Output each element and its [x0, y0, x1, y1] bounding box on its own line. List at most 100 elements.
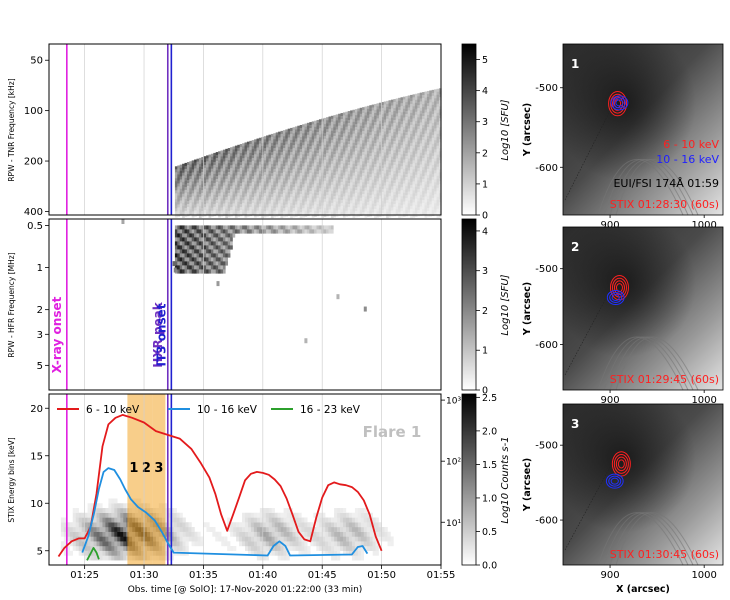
x-tick-label: 01:45 — [308, 570, 337, 581]
red-contour — [609, 275, 629, 301]
image-y-tick-label: -600 — [535, 163, 558, 174]
stix-y-ticks: 5 10 15 20 — [30, 404, 49, 557]
stix-x-ticks: 01:25 01:30 01:35 01:40 01:45 01:50 01:55 — [70, 565, 455, 581]
y-tick-label: 200 — [24, 157, 43, 168]
colorbar-tick-label: 4 — [482, 226, 488, 237]
interval-1 — [127, 394, 141, 565]
stix-lightcurves — [57, 413, 383, 561]
colorbar-tick-label: 4 — [482, 86, 488, 97]
colorbar-tick-label: 3 — [482, 266, 488, 277]
image-legend-label: 6 - 10 keV — [663, 138, 719, 151]
stix-event-lines — [66, 394, 173, 565]
red-contour — [613, 280, 625, 295]
colorbar-tick-label: 5 — [482, 55, 488, 66]
red-contour — [615, 456, 627, 472]
hfr-spectrogram — [121, 219, 367, 344]
image-y-tick-label: -500 — [535, 441, 558, 452]
panel-number: 3 — [571, 417, 579, 431]
interval-2 — [140, 394, 153, 565]
blue-contour — [605, 473, 624, 489]
blue-contour — [610, 477, 619, 485]
colorbar-tick-label: 2.5 — [482, 393, 497, 404]
y-tick-label: 50 — [30, 56, 43, 67]
stix-xlabel: Obs. time [@ SolO]: 17-Nov-2020 01:22:00… — [128, 585, 363, 595]
x-tick-label: 01:25 — [70, 570, 99, 581]
image-y-tick-label: -500 — [535, 264, 558, 275]
series-line-0 — [57, 413, 383, 558]
colorbar-tick-label: 1.0 — [482, 493, 497, 504]
blue-contour — [611, 294, 620, 302]
hfr-ylabel: RPW - HFR Frequency [MHz] — [7, 252, 16, 357]
tnr-event-lines — [66, 44, 173, 215]
tnr-colorbar-ticks: 0 1 2 3 4 5 — [476, 55, 488, 222]
colorbar-tick-label: 1 — [482, 179, 488, 190]
colorbar-tick-label: 2 — [482, 306, 488, 317]
stix-caption: STIX 01:28:30 (60s) — [610, 198, 719, 211]
colorbar-tick-label: 0.5 — [482, 527, 497, 538]
y-tick-label: 10 — [30, 499, 43, 510]
colorbar-tick-label: 0 — [482, 211, 488, 222]
right-axis-tick-label: 10² — [446, 458, 461, 468]
blue-contour — [609, 292, 623, 304]
hfr-gridlines — [84, 219, 442, 390]
image-y-tick-label: -600 — [535, 516, 558, 527]
series-line-2 — [86, 547, 100, 561]
tnr-ylabel: RPW - TNR Frequency [kHz] — [7, 78, 16, 181]
colorbar-tick-label: 1 — [482, 346, 488, 357]
stix-right-axis-label: Log10 Counts s-1 — [500, 436, 511, 523]
colorbar-tick-label: 3 — [482, 117, 488, 128]
hfr-colorbar — [461, 218, 477, 391]
red-contour — [608, 91, 628, 117]
stix-ylabel: STIX Energy bins [keV] — [7, 437, 16, 522]
colorbar-tick-label: 1.5 — [482, 460, 497, 471]
y-tick-label: 20 — [30, 404, 43, 415]
stix-colorbar-ticks: 0.0 0.5 1.0 1.5 2.0 2.5 — [476, 393, 497, 572]
interval-3 — [152, 394, 166, 565]
y-tick-label: 0.5 — [27, 221, 43, 232]
stix-caption: STIX 01:29:45 (60s) — [610, 373, 719, 386]
stix-caption: STIX 01:30:45 (60s) — [610, 548, 719, 561]
interval-label-1: 1 — [129, 461, 138, 476]
panel-number: 1 — [571, 57, 579, 71]
y-tick-label: 15 — [30, 451, 43, 462]
colorbar-tick-label: 2 — [482, 148, 488, 159]
x-tick-label: 01:40 — [248, 570, 277, 581]
image-x-tick-label: 1000 — [691, 570, 716, 581]
image-x-tick-label: 1000 — [691, 395, 716, 406]
image-y-tick-label: -600 — [535, 340, 558, 351]
flare-label: Flare 1 — [363, 423, 422, 441]
image-y-label: Y (arcsec) — [522, 458, 533, 512]
y-tick-label: 3 — [37, 330, 43, 341]
eui-caption: EUI/FSI 174Å 01:59 — [613, 177, 719, 190]
x-tick-label: 01:50 — [367, 570, 396, 581]
blue-contour — [606, 290, 625, 306]
tnr-colorbar-label: Log10 [SFU] — [500, 99, 511, 160]
hfr-y-ticks: 0.5 1 2 3 5 — [27, 221, 49, 372]
image-x-label: X (arcsec) — [616, 584, 670, 595]
blue-contour — [612, 97, 626, 109]
image-x-tick-label: 900 — [601, 570, 620, 581]
colorbar-tick-label: 0 — [482, 386, 488, 397]
red-contour — [613, 453, 629, 474]
y-tick-label: 400 — [24, 207, 43, 218]
tnr-panel: 50 100 200 400 RPW - TNR Frequency [kHz] 0 1… — [7, 43, 511, 222]
it3-onset-label: IT3 onset — [154, 303, 168, 366]
y-tick-label: 1 — [37, 263, 43, 274]
interval-label-3: 3 — [154, 461, 163, 476]
image-x-tick-label: 900 — [601, 395, 620, 406]
panel-number: 2 — [571, 240, 579, 254]
red-contour — [610, 93, 626, 114]
stix-right-axis-ticks: 10¹ 10² 10³ — [441, 397, 461, 529]
xray-onset-label: X-ray onset — [50, 296, 64, 373]
red-contour — [611, 451, 631, 477]
x-tick-label: 01:30 — [130, 570, 159, 581]
tnr-y-ticks: 50 100 200 400 — [24, 56, 49, 218]
image-x-tick-label: 900 — [601, 220, 620, 231]
series-line-1 — [81, 467, 369, 557]
blue-contour — [615, 99, 624, 107]
stix-colorbar — [461, 393, 477, 566]
